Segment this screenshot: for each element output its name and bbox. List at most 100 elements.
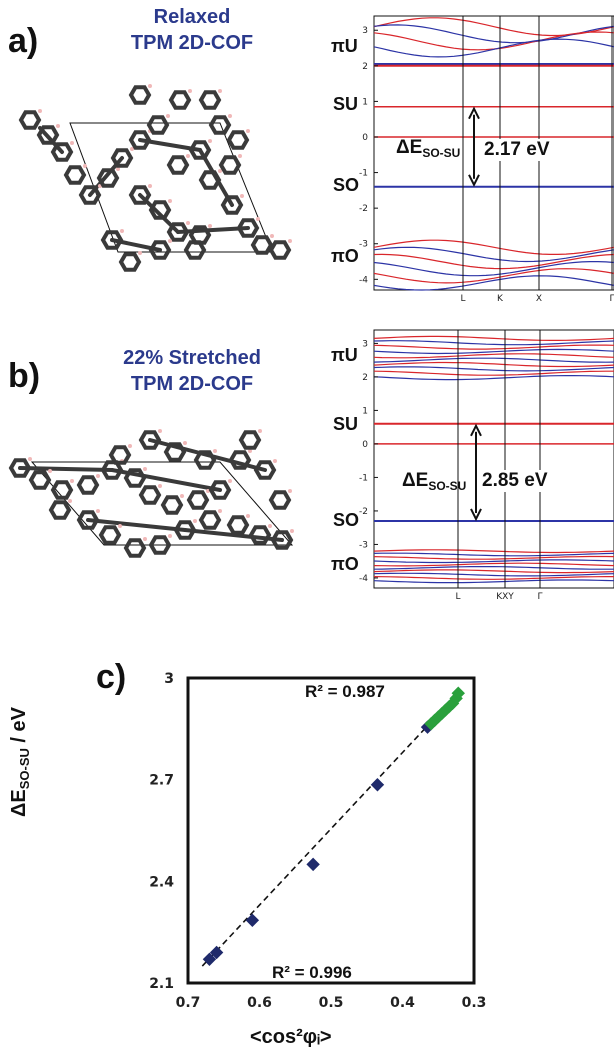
data-point-navy [306,857,320,872]
hydrogen-atom [128,444,132,448]
molecule-structure-a [18,84,292,272]
hydrogen-atom [28,457,32,461]
gap-arrow-head-top [468,106,480,120]
hydrogen-atom [240,194,244,198]
hydrogen-atom [193,519,197,523]
panel-b-title-line1: 22% Stretched [123,347,261,369]
benzene-ring [163,442,187,462]
gap-arrow-head-bottom [470,508,482,522]
band-line [373,552,614,557]
panel-b-letter: b) [8,357,41,395]
benzene-ring [198,170,222,190]
benzene-ring [220,195,244,215]
band-label-piU-a: πU [331,36,358,56]
data-point-green [451,686,465,700]
y-tick-label: 2 [362,373,368,383]
bond [18,466,114,472]
panel-b-title-line2: TPM 2D-COF [130,373,254,395]
hydrogen-atom [183,441,187,445]
benzene-ring [98,525,122,545]
band-line [373,361,614,368]
hydrogen-atom [138,251,142,255]
benzene-ring [128,85,152,105]
y-tick-label: -3 [359,240,368,250]
y-tick-label: -3 [359,540,368,550]
benzene-ring [48,500,72,520]
gap-arrow-head-bottom [468,174,480,188]
k-point-label: Γ [537,592,542,602]
scatter-chart: 2.1 2.4 2.7 3 0.7 0.6 0.5 0.4 0.3 [149,671,486,1011]
k-point-label: X [536,294,542,304]
benzene-ring [228,450,252,470]
gap-symbol-b: ΔESO-SU [402,470,467,493]
benzene-ring [128,185,152,205]
band-line [373,340,614,346]
hydrogen-atom [268,524,272,528]
band-line [373,38,614,58]
benzene-ring [78,185,102,205]
band-line [373,353,614,359]
y-tick-label: -4 [359,275,368,285]
band-line [373,549,614,554]
band-line [373,572,614,577]
band-line [373,268,614,284]
hydrogen-atom [208,224,212,228]
hydrogen-atom [96,474,100,478]
chart-ylabel: ΔESO-SU / eV [8,706,32,818]
band-line [373,569,614,574]
band-line [373,366,614,372]
bond [38,126,64,154]
hydrogen-atom [168,239,172,243]
hydrogen-atom [118,524,122,528]
panel-a-title-line2: TPM 2D-COF [130,32,254,54]
hydrogen-atom [218,89,222,93]
gap-symbol-a: ΔESO-SU [396,137,461,160]
band-label-SO-a: SO [333,175,360,195]
hydrogen-atom [83,164,87,168]
benzene-ring [138,430,162,450]
x-tick-label: 0.4 [390,995,415,1011]
hydrogen-atom [148,184,152,188]
data-point-navy [209,945,224,960]
benzene-ring [236,218,260,238]
benzene-ring [123,538,147,558]
benzene-ring [148,535,172,555]
benzene-ring [118,252,142,272]
hydrogen-atom [290,529,294,533]
hydrogen-atom [288,489,292,493]
benzene-ring [36,125,60,145]
band-label-SU-a: SU [333,94,359,114]
hydrogen-atom [116,167,120,171]
band-line [373,562,614,567]
fit-line [201,691,461,967]
y-tick-label: 2.7 [149,773,174,789]
band-line [373,576,614,580]
hydrogen-atom [143,537,147,541]
benzene-ring [166,222,190,242]
benzene-ring [226,130,250,150]
benzene-ring [226,515,250,535]
hydrogen-atom [246,129,250,133]
band-line [373,370,614,376]
hydrogen-atom [120,229,124,233]
band-label-SU-b: SU [333,414,359,434]
hydrogen-atom [208,139,212,143]
hydrogen-atom [148,84,152,88]
bond [86,518,187,532]
y-tick-label: 0 [362,133,368,143]
hydrogen-atom [186,154,190,158]
panel-a-letter: a) [8,22,39,60]
benzene-ring [193,450,217,470]
k-point-label: Γ [609,294,614,304]
hydrogen-atom [48,469,52,473]
panel-c-letter: c) [96,658,127,696]
band-line [373,261,614,277]
hydrogen-atom [238,154,242,158]
y-tick-label: 1 [362,406,368,416]
y-tick-label: -1 [359,169,368,179]
band-line [373,344,614,350]
benzene-ring [76,510,100,530]
benzene-ring [76,475,100,495]
hydrogen-atom [166,114,170,118]
hydrogen-atom [70,479,74,483]
